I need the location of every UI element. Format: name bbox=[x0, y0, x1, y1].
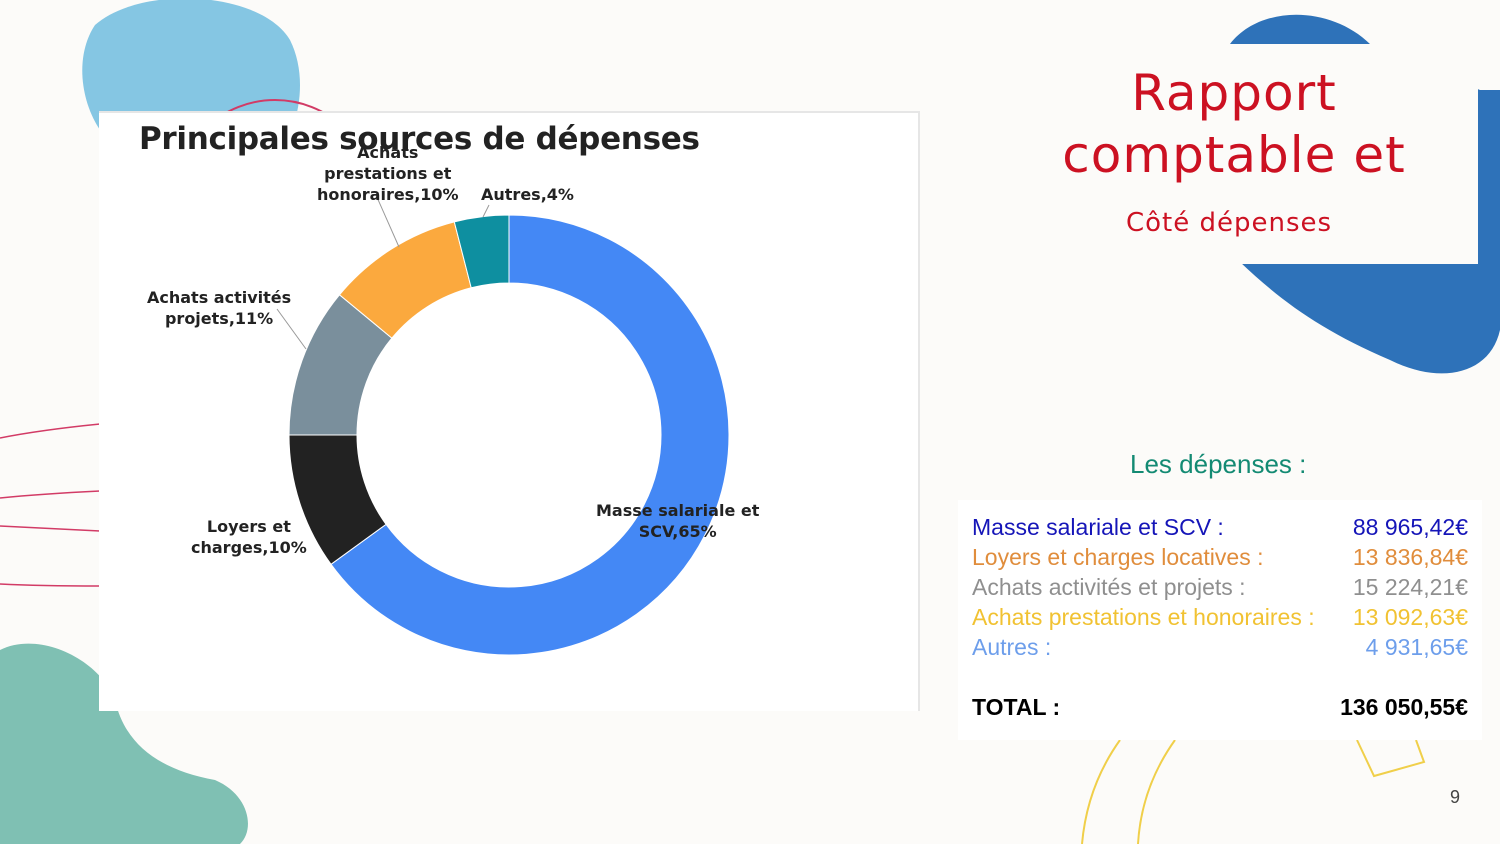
expense-value: 88 965,42€ bbox=[1352, 514, 1468, 540]
donut-slice-masse-salariale bbox=[330, 214, 730, 656]
expense-value: 13 836,84€ bbox=[1352, 544, 1468, 570]
label-achats-projets: Achats activités projets,11% bbox=[147, 288, 292, 328]
label-loyers: Loyers et charges,10% bbox=[191, 517, 307, 557]
expense-value: 13 092,63€ bbox=[1352, 604, 1468, 630]
expense-label: Masse salariale et SCV : bbox=[972, 514, 1224, 540]
expense-row-autres: Autres : 4 931,65€ bbox=[972, 632, 1468, 662]
teal-blob-bottom-left bbox=[0, 643, 248, 844]
expense-label: Achats prestations et honoraires : bbox=[972, 604, 1315, 630]
expense-label: Loyers et charges locatives : bbox=[972, 544, 1264, 570]
title-card: Rapport comptable et Côté dépenses bbox=[998, 44, 1478, 264]
page-title: Rapport comptable et bbox=[1062, 64, 1406, 184]
label-autres: Autres,4% bbox=[481, 185, 574, 204]
total-label: TOTAL : bbox=[972, 694, 1061, 720]
expense-row-achats-prestations: Achats prestations et honoraires : 13 09… bbox=[972, 602, 1468, 632]
expense-row-masse: Masse salariale et SCV : 88 965,42€ bbox=[972, 512, 1468, 542]
page-subtitle: Côté dépenses bbox=[1125, 208, 1333, 238]
donut-slice-autres bbox=[453, 214, 510, 289]
expense-total-row: TOTAL : 136 050,55€ bbox=[972, 692, 1468, 722]
page-number: 9 bbox=[1450, 787, 1461, 807]
yellow-strokes-bottom-right bbox=[1081, 739, 1426, 844]
leader-line-achats-prestations bbox=[375, 194, 400, 248]
donut-chart bbox=[276, 194, 730, 656]
expenses-heading: Les dépenses : bbox=[1130, 449, 1307, 479]
label-achats-prestations: Achats prestations et honoraires,10% bbox=[317, 143, 459, 204]
expense-label: Achats activités et projets : bbox=[972, 574, 1246, 600]
expense-label: Autres : bbox=[972, 634, 1052, 660]
expense-row-achats-projets: Achats activités et projets : 15 224,21€ bbox=[972, 572, 1468, 602]
leader-line-autres bbox=[482, 204, 490, 218]
expense-row-loyers: Loyers et charges locatives : 13 836,84€ bbox=[972, 542, 1468, 572]
chart-title: Principales sources de dépenses bbox=[139, 121, 700, 157]
expense-value: 4 931,65€ bbox=[1365, 634, 1468, 660]
total-value: 136 050,55€ bbox=[1340, 694, 1468, 720]
expenses-card: Masse salariale et SCV : 88 965,42€ Loye… bbox=[958, 500, 1482, 740]
red-lines-left bbox=[0, 423, 101, 587]
label-masse-salariale: Masse salariale et SCV,65% bbox=[596, 501, 760, 541]
chart-panel: Principales sources de dépenses Masse sa… bbox=[99, 111, 920, 711]
leader-line-achats-projets bbox=[276, 308, 307, 350]
expense-value: 15 224,21€ bbox=[1352, 574, 1468, 600]
